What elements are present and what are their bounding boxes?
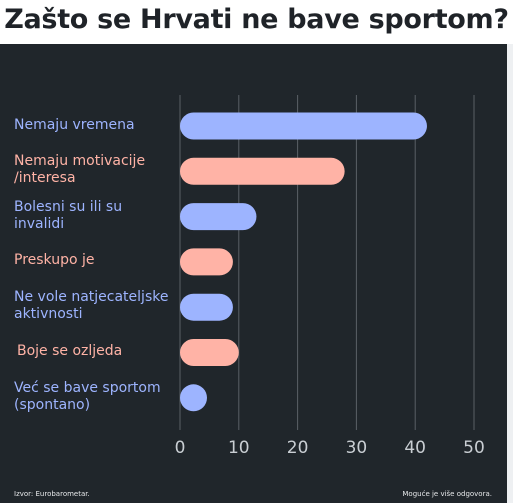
source-note: Izvor: Eurobarometar.	[14, 490, 90, 498]
multiple-answers-note: Moguće je više odgovora.	[402, 490, 492, 498]
category-label-line: aktivnosti	[14, 306, 83, 323]
bar-6	[180, 339, 239, 366]
category-label-line: Ne vole natjecateljske	[14, 289, 169, 306]
category-label: Preskupo je	[14, 252, 176, 269]
bar-3	[180, 203, 257, 231]
category-label-line: invalidi	[14, 215, 65, 232]
category-label-line: Boje se ozljeda	[17, 343, 123, 359]
x-tick-label: 40	[404, 438, 426, 458]
category-label: Već se bave sportom (spontano)	[14, 380, 176, 414]
title-band: Zašto se Hrvati ne bave sportom?	[0, 0, 513, 44]
bar-1	[180, 112, 427, 140]
category-label-line: Preskupo je	[14, 252, 95, 269]
x-tick-label: 50	[463, 438, 485, 458]
panel-edge	[507, 44, 513, 503]
bars	[180, 112, 427, 412]
x-tick-label: 0	[174, 438, 186, 458]
category-label: Nemaju vremena	[14, 117, 176, 134]
category-label: Nemaju motivacije/interesa	[14, 153, 176, 187]
x-tick-label: 30	[345, 438, 368, 458]
chart-title: Zašto se Hrvati ne bave sportom?	[4, 4, 509, 35]
category-label-line: Već se bave sportom	[14, 379, 161, 396]
bar-5	[180, 293, 233, 321]
category-label-line: (spontano)	[14, 396, 91, 413]
category-label: Bolesni su ili su invalidi	[14, 199, 176, 233]
bar-2	[180, 157, 345, 185]
x-tick-label: 20	[286, 438, 309, 458]
category-label-line: Nemaju motivacije	[14, 153, 146, 170]
category-label: Ne vole natjecateljske aktivnosti	[14, 289, 176, 323]
x-tick-label: 10	[227, 438, 250, 458]
category-label: Boje se ozljeda	[17, 343, 179, 360]
category-label-line: Nemaju vremena	[14, 116, 135, 133]
gridlines	[179, 95, 475, 430]
category-label-line: /interesa	[14, 170, 76, 187]
category-label-line: Bolesni su ili su	[14, 198, 123, 215]
bar-7	[180, 384, 207, 412]
bar-4	[180, 248, 233, 276]
